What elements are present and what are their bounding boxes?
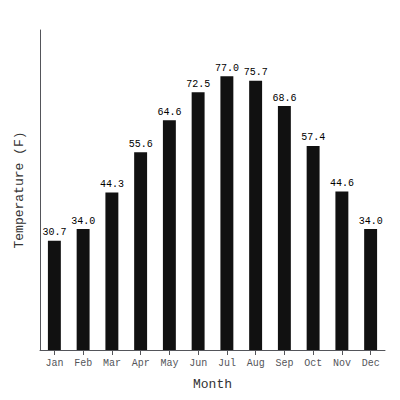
svg-text:Oct: Oct	[304, 358, 322, 369]
svg-text:44.3: 44.3	[100, 179, 124, 190]
svg-text:34.0: 34.0	[71, 216, 95, 227]
svg-text:57.4: 57.4	[301, 132, 325, 143]
svg-text:75.7: 75.7	[244, 67, 268, 78]
svg-text:Jan: Jan	[45, 358, 63, 369]
svg-text:30.7: 30.7	[42, 227, 66, 238]
svg-text:Nov: Nov	[333, 358, 351, 369]
svg-text:Mar: Mar	[103, 358, 121, 369]
svg-text:Feb: Feb	[74, 358, 92, 369]
svg-text:May: May	[160, 358, 178, 369]
svg-text:55.6: 55.6	[129, 139, 153, 150]
svg-text:34.0: 34.0	[359, 216, 383, 227]
svg-text:72.5: 72.5	[186, 79, 210, 90]
svg-text:Temperature (F): Temperature (F)	[12, 131, 27, 248]
svg-text:Sep: Sep	[275, 358, 293, 369]
svg-text:Dec: Dec	[362, 358, 380, 369]
svg-text:Month: Month	[193, 377, 232, 392]
svg-text:44.6: 44.6	[330, 178, 354, 189]
svg-text:Apr: Apr	[132, 358, 150, 369]
svg-text:Aug: Aug	[247, 358, 265, 369]
svg-text:Jul: Jul	[218, 358, 236, 369]
svg-text:77.0: 77.0	[215, 63, 239, 74]
svg-text:64.6: 64.6	[157, 107, 181, 118]
svg-text:68.6: 68.6	[272, 93, 296, 104]
svg-text:Jun: Jun	[189, 358, 207, 369]
